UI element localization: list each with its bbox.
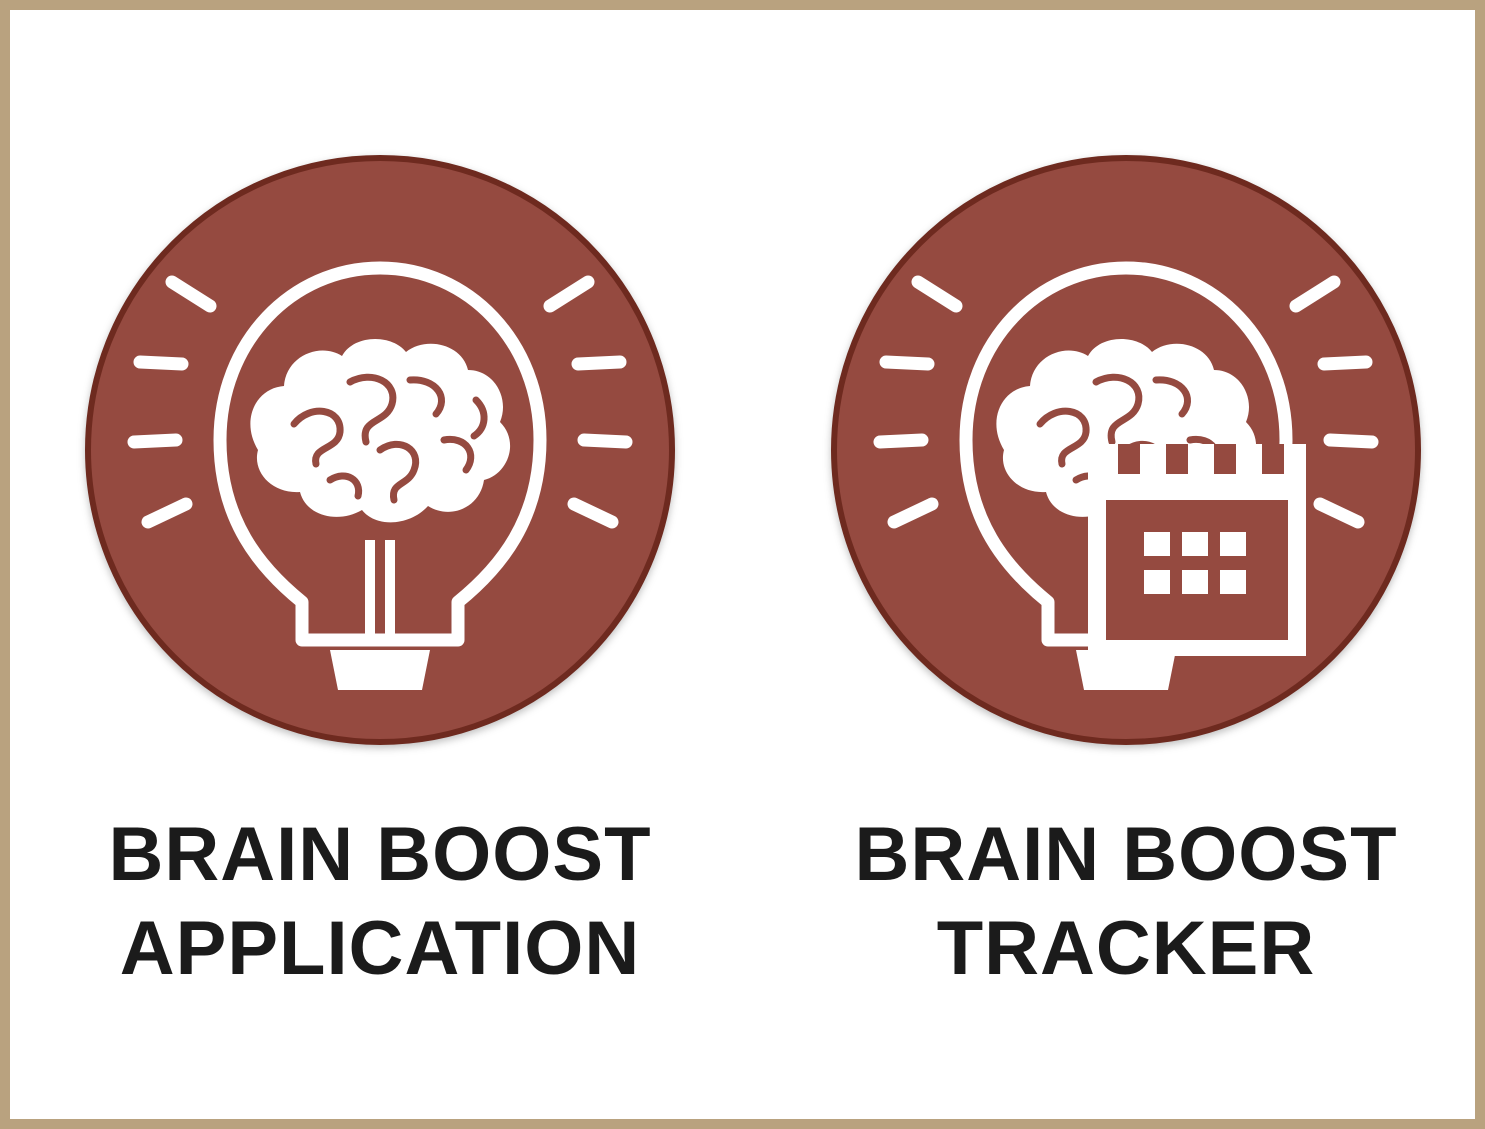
app-tile-brain-boost-application[interactable]: BRAIN BOOST APPLICATION (60, 150, 700, 996)
app-tile-brain-boost-tracker[interactable]: BRAIN BOOST TRACKER (806, 150, 1446, 996)
brain-lightbulb-calendar-icon[interactable] (826, 150, 1426, 750)
brain-lightbulb-icon[interactable] (80, 150, 680, 750)
app-label: BRAIN BOOST TRACKER (855, 808, 1398, 996)
app-label-line1: BRAIN BOOST (108, 812, 652, 897)
app-label-line1: BRAIN BOOST (854, 812, 1398, 897)
calendar-icon (1088, 444, 1306, 656)
app-label: BRAIN BOOST APPLICATION (109, 808, 652, 996)
app-label-line2: APPLICATION (119, 906, 641, 991)
app-label-line2: TRACKER (936, 906, 1316, 991)
